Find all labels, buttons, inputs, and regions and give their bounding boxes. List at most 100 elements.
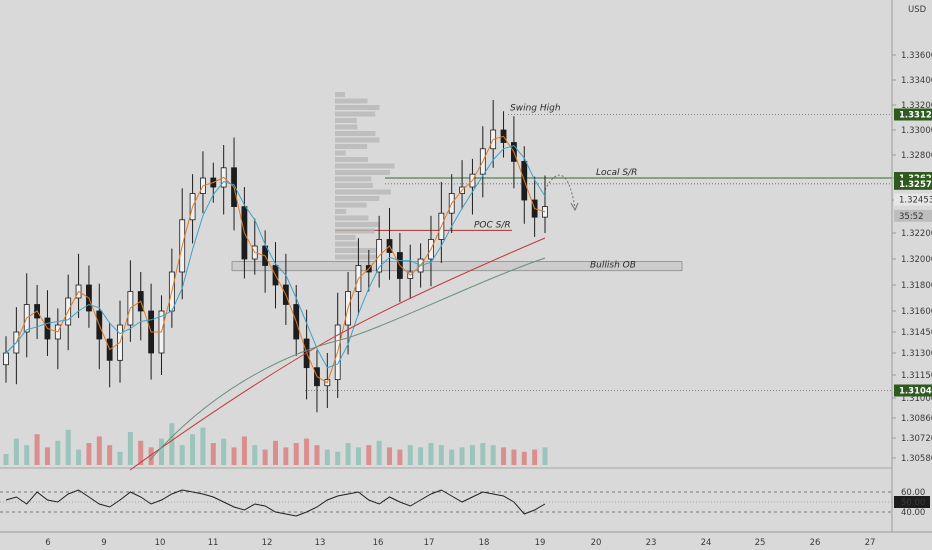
volume-bar xyxy=(138,440,144,465)
volume-bar xyxy=(345,443,351,465)
volume-profile-bar xyxy=(335,157,368,162)
time-tick-label: 10 xyxy=(155,538,166,548)
volume-bar xyxy=(387,447,393,465)
price-tick-label: 1.30720 xyxy=(901,434,932,444)
volume-profile-bar xyxy=(335,105,380,110)
volume-profile-bar xyxy=(335,170,390,175)
volume-bar xyxy=(65,429,71,465)
volume-bar xyxy=(127,432,133,465)
time-tick-label: 27 xyxy=(865,538,876,548)
volume-bar xyxy=(418,447,424,465)
price-axis[interactable]: USD 1.30580 1.30720 1.30860 1.31000 1.31150 1.… xyxy=(891,0,932,532)
currency-label: USD xyxy=(908,5,927,15)
volume-profile-bar xyxy=(335,222,380,227)
time-tick-label: 20 xyxy=(591,538,602,548)
volume-profile-bar xyxy=(335,183,373,188)
time-tick-label: 9 xyxy=(101,538,106,548)
ma-fast-line xyxy=(5,135,546,384)
volume-profile-bar xyxy=(335,98,368,104)
price-tick-label: 1.33400 xyxy=(901,76,932,86)
price-tick-label: 1.32000 xyxy=(901,255,932,265)
volume-bar xyxy=(314,445,320,465)
rsi-value-tag xyxy=(894,496,930,508)
swing-high-label: Swing High xyxy=(510,104,561,114)
volume-bar xyxy=(221,438,227,465)
volume-bar xyxy=(231,447,237,465)
volume-bar xyxy=(86,443,92,465)
time-tick-label: 23 xyxy=(646,538,657,548)
volume-profile-bar xyxy=(335,131,376,136)
projection-arrow xyxy=(570,202,579,212)
time-tick-label: 26 xyxy=(810,538,821,548)
volume-bar xyxy=(532,449,538,465)
volume-profile-bar xyxy=(335,144,368,149)
volume-bar xyxy=(521,451,527,465)
price-tick-label: 1.33200 xyxy=(901,101,932,111)
volume-bar xyxy=(490,445,496,465)
annotations: Swing High Local S/R POC S/R Bullish OB xyxy=(474,104,637,271)
rsi-tick-40: 40.00 xyxy=(901,508,925,518)
volume-bar xyxy=(438,445,444,465)
time-tick-label: 13 xyxy=(315,538,326,548)
price-tick-label: 1.30580 xyxy=(901,454,932,464)
price-tag-bg xyxy=(894,384,932,397)
price-tick-label: 1.31450 xyxy=(901,328,932,338)
volume-bar xyxy=(210,443,216,465)
volume-bar xyxy=(283,447,289,465)
rsi-line xyxy=(5,489,546,517)
price-tick-label: 1.33600 xyxy=(901,51,932,61)
volume-bar xyxy=(542,447,548,465)
volume-bar xyxy=(304,438,310,465)
ma-mid-line xyxy=(5,145,546,369)
price-tick-label: 1.30860 xyxy=(901,414,932,424)
price-tag: 1.33124 xyxy=(894,108,932,121)
local-sr-label: Local S/R xyxy=(596,168,637,178)
volume-profile-bar xyxy=(335,189,391,195)
volume-bar xyxy=(241,436,247,465)
candle-body xyxy=(3,352,9,366)
volume-bar xyxy=(273,440,278,465)
volume-profile-bar xyxy=(335,111,376,117)
volume-bar xyxy=(449,449,455,465)
time-tick-label: 6 xyxy=(45,538,50,548)
volume-bar xyxy=(355,447,361,465)
volume-bar xyxy=(169,423,175,465)
price-tag: 1.31049 xyxy=(894,384,932,397)
price-tag-label: 1.32575 xyxy=(899,180,932,190)
time-tick-label: 11 xyxy=(208,538,219,548)
time-tick-label: 25 xyxy=(755,538,766,548)
bullish-ob-zone xyxy=(231,261,683,272)
time-axis[interactable]: 6 9 10 11 12 13 16 17 18 19 20 23 24 25 26 27 xyxy=(0,531,932,548)
volume-profile-bar xyxy=(335,196,380,201)
level-lines xyxy=(231,92,892,391)
volume-bar xyxy=(366,445,372,465)
volume-bar xyxy=(376,440,382,465)
moving-averages xyxy=(5,135,546,471)
volume-bar xyxy=(13,438,19,465)
volume-bar xyxy=(200,427,206,465)
rsi-value-label: 50.00 xyxy=(901,498,925,508)
price-tick-label: 1.31150 xyxy=(901,371,932,381)
volume-bar xyxy=(293,443,299,465)
volume-bar xyxy=(501,447,507,465)
volume-profile-bar xyxy=(335,241,359,247)
volume-profile-bar xyxy=(335,92,345,97)
bullish-ob-label: Bullish OB xyxy=(590,261,636,271)
ma-long-line xyxy=(129,237,546,471)
volume-bar xyxy=(324,449,330,465)
volume-bar xyxy=(252,445,258,465)
price-tag-bg xyxy=(894,108,932,121)
volume-bar xyxy=(107,445,113,465)
volume-bar xyxy=(117,451,123,465)
volume-bars xyxy=(3,423,548,465)
price-tick-label: 1.33000 xyxy=(901,126,932,136)
volume-bar xyxy=(158,438,164,465)
volume-bar xyxy=(480,443,486,465)
volume-bar xyxy=(459,447,465,465)
volume-bar xyxy=(55,440,61,465)
price-tag: 35:52 xyxy=(894,209,932,222)
price-tag-bg xyxy=(894,209,932,222)
volume-bar xyxy=(179,445,185,465)
